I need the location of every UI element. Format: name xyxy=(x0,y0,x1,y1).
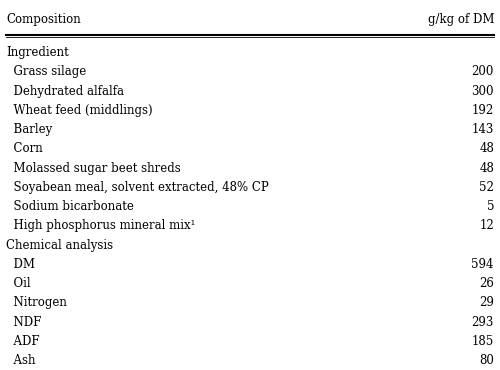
Text: 300: 300 xyxy=(472,85,494,98)
Text: Corn: Corn xyxy=(6,142,43,155)
Text: 26: 26 xyxy=(479,277,494,290)
Text: Soyabean meal, solvent extracted, 48% CP: Soyabean meal, solvent extracted, 48% CP xyxy=(6,181,269,194)
Text: Oil: Oil xyxy=(6,277,30,290)
Text: 29: 29 xyxy=(479,296,494,309)
Text: Dehydrated alfalfa: Dehydrated alfalfa xyxy=(6,85,124,98)
Text: Barley: Barley xyxy=(6,123,52,136)
Text: Molassed sugar beet shreds: Molassed sugar beet shreds xyxy=(6,162,181,175)
Text: 185: 185 xyxy=(472,335,494,348)
Text: g/kg of DM: g/kg of DM xyxy=(428,13,494,26)
Text: Ash: Ash xyxy=(6,354,36,367)
Text: 200: 200 xyxy=(472,65,494,78)
Text: 48: 48 xyxy=(479,142,494,155)
Text: High phosphorus mineral mix¹: High phosphorus mineral mix¹ xyxy=(6,219,196,232)
Text: Ingredient: Ingredient xyxy=(6,46,69,59)
Text: Composition: Composition xyxy=(6,13,81,26)
Text: 594: 594 xyxy=(472,258,494,271)
Text: 48: 48 xyxy=(479,162,494,175)
Text: ADF: ADF xyxy=(6,335,40,348)
Text: 5: 5 xyxy=(486,200,494,213)
Text: Chemical analysis: Chemical analysis xyxy=(6,239,113,252)
Text: 80: 80 xyxy=(479,354,494,367)
Text: Wheat feed (middlings): Wheat feed (middlings) xyxy=(6,104,152,117)
Text: Grass silage: Grass silage xyxy=(6,65,86,78)
Text: 52: 52 xyxy=(479,181,494,194)
Text: 192: 192 xyxy=(472,104,494,117)
Text: 293: 293 xyxy=(472,316,494,329)
Text: Nitrogen: Nitrogen xyxy=(6,296,67,309)
Text: 143: 143 xyxy=(472,123,494,136)
Text: DM: DM xyxy=(6,258,35,271)
Text: NDF: NDF xyxy=(6,316,42,329)
Text: Sodium bicarbonate: Sodium bicarbonate xyxy=(6,200,134,213)
Text: 12: 12 xyxy=(479,219,494,232)
